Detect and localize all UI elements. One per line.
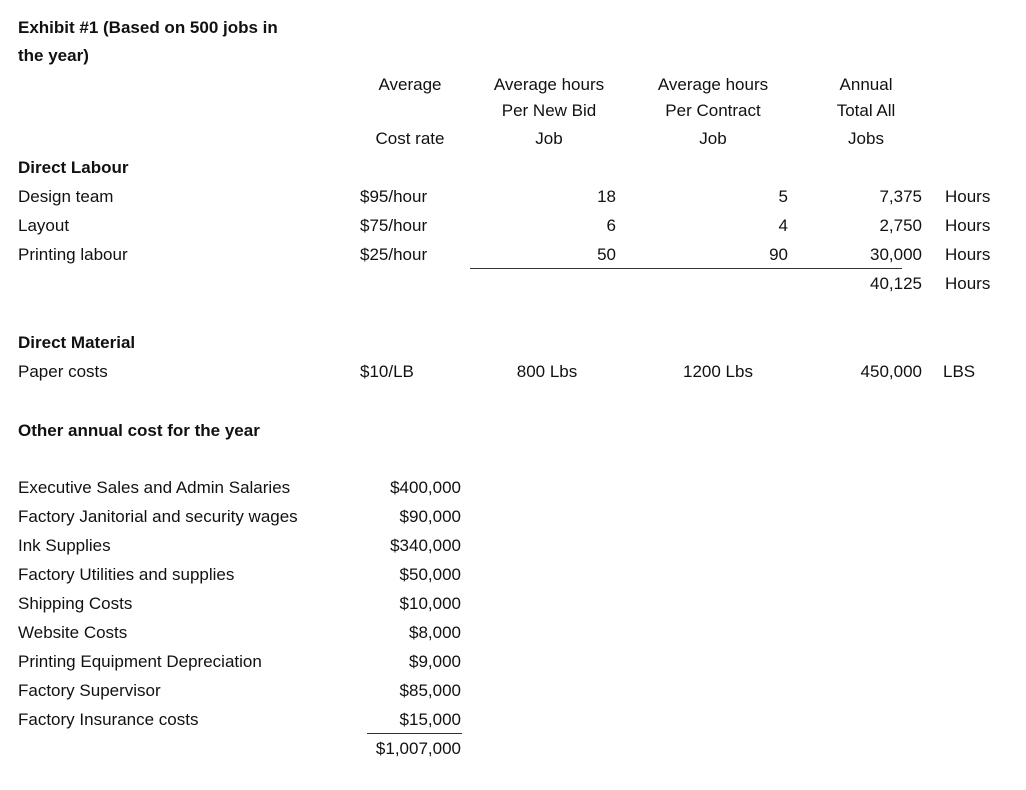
labour-rate: $95/hour — [360, 187, 428, 206]
labour-annual: 30,000 — [870, 245, 922, 264]
header-contract: Average hours — [657, 75, 769, 94]
labour-label: Layout — [18, 216, 70, 235]
labour-rate: $75/hour — [360, 216, 428, 235]
material-newbid: 800 Lbs — [516, 362, 578, 381]
other-total: $1,007,000 — [375, 739, 461, 758]
labour-annual: 2,750 — [879, 216, 922, 235]
header-cost-rate: Cost rate — [375, 129, 445, 148]
material-annual: 450,000 — [860, 362, 922, 381]
header-contract: Per Contract — [665, 101, 761, 120]
other-cost-value: $9,000 — [409, 652, 461, 671]
header-newbid: Job — [535, 129, 563, 148]
other-cost-value: $85,000 — [399, 681, 461, 700]
total-line — [367, 733, 462, 734]
other-cost-label: Website Costs — [18, 623, 128, 642]
direct-material-heading: Direct Material — [18, 333, 136, 352]
labour-label: Design team — [18, 187, 114, 206]
other-cost-label: Factory Insurance costs — [18, 710, 199, 729]
other-cost-label: Factory Supervisor — [18, 681, 161, 700]
labour-unit: Hours — [945, 216, 991, 235]
other-cost-value: $10,000 — [399, 594, 461, 613]
material-unit: LBS — [943, 362, 976, 381]
other-cost-value: $90,000 — [399, 507, 461, 526]
labour-label: Printing labour — [18, 245, 128, 264]
labour-contract-hours: 90 — [769, 245, 788, 264]
labour-annual: 7,375 — [879, 187, 922, 206]
labour-newbid-hours: 18 — [597, 187, 616, 206]
labour-unit: Hours — [945, 187, 991, 206]
other-cost-label: Shipping Costs — [18, 594, 133, 613]
material-rate: $10/LB — [360, 362, 414, 381]
material-contract: 1200 Lbs — [683, 362, 753, 381]
header-average: Average — [378, 75, 442, 94]
other-cost-value: $340,000 — [390, 536, 461, 555]
labour-newbid-hours: 50 — [597, 245, 616, 264]
other-cost-label: Factory Janitorial and security wages — [18, 507, 298, 526]
material-label: Paper costs — [18, 362, 108, 381]
other-cost-value: $8,000 — [409, 623, 461, 642]
labour-contract-hours: 4 — [778, 216, 788, 235]
header-annual: Total All — [836, 101, 896, 120]
other-cost-label: Factory Utilities and supplies — [18, 565, 235, 584]
other-cost-value: $400,000 — [390, 478, 461, 497]
exhibit-title-cont: the year) — [18, 46, 89, 65]
labour-unit: Hours — [945, 245, 991, 264]
labour-total: 40,125 — [870, 274, 922, 293]
labour-newbid-hours: 6 — [606, 216, 616, 235]
header-newbid: Average hours — [493, 75, 605, 94]
exhibit-title: Exhibit #1 (Based on 500 jobs in — [18, 18, 278, 37]
header-newbid: Per New Bid — [501, 101, 597, 120]
other-cost-value: $15,000 — [399, 710, 461, 729]
header-annual: Jobs — [848, 129, 884, 148]
other-cost-label: Executive Sales and Admin Salaries — [18, 478, 291, 497]
other-cost-label: Printing Equipment Depreciation — [18, 652, 262, 671]
other-costs-heading: Other annual cost for the year — [18, 421, 260, 440]
labour-total-unit: Hours — [945, 274, 991, 293]
other-cost-value: $50,000 — [399, 565, 461, 584]
labour-contract-hours: 5 — [778, 187, 788, 206]
labour-rate: $25/hour — [360, 245, 428, 264]
other-cost-label: Ink Supplies — [18, 536, 111, 555]
header-contract: Job — [699, 129, 727, 148]
direct-labour-heading: Direct Labour — [18, 158, 129, 177]
header-annual: Annual — [839, 75, 893, 94]
subtotal-line — [470, 268, 902, 269]
